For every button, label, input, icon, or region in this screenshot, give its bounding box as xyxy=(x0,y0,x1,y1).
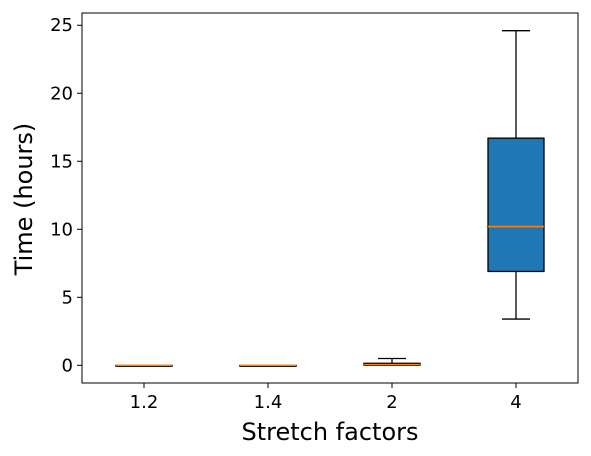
box-group-1.2 xyxy=(115,364,173,367)
y-tick-label: 0 xyxy=(62,355,73,376)
plot-area xyxy=(81,12,579,384)
box-group-4 xyxy=(487,30,545,320)
y-axis-label: Time (hours) xyxy=(10,123,38,277)
y-tick-label: 10 xyxy=(50,219,73,240)
box xyxy=(487,137,545,273)
x-tick-label: 2 xyxy=(386,392,397,413)
y-axis: 0 5 10 15 20 25 xyxy=(50,15,82,376)
y-tick-label: 25 xyxy=(50,15,73,36)
box-group-2 xyxy=(363,357,421,366)
y-tick-label: 20 xyxy=(50,83,73,104)
x-tick-label: 4 xyxy=(510,392,521,413)
box-group-1.4 xyxy=(239,364,297,367)
x-axis: 1.2 1.4 2 4 xyxy=(130,383,522,413)
x-tick-label: 1.2 xyxy=(130,392,159,413)
y-tick-label: 5 xyxy=(62,287,73,308)
x-axis-label: Stretch factors xyxy=(241,418,418,446)
y-tick-label: 15 xyxy=(50,151,73,172)
plot-frame xyxy=(81,12,579,384)
x-tick-label: 1.4 xyxy=(254,392,283,413)
